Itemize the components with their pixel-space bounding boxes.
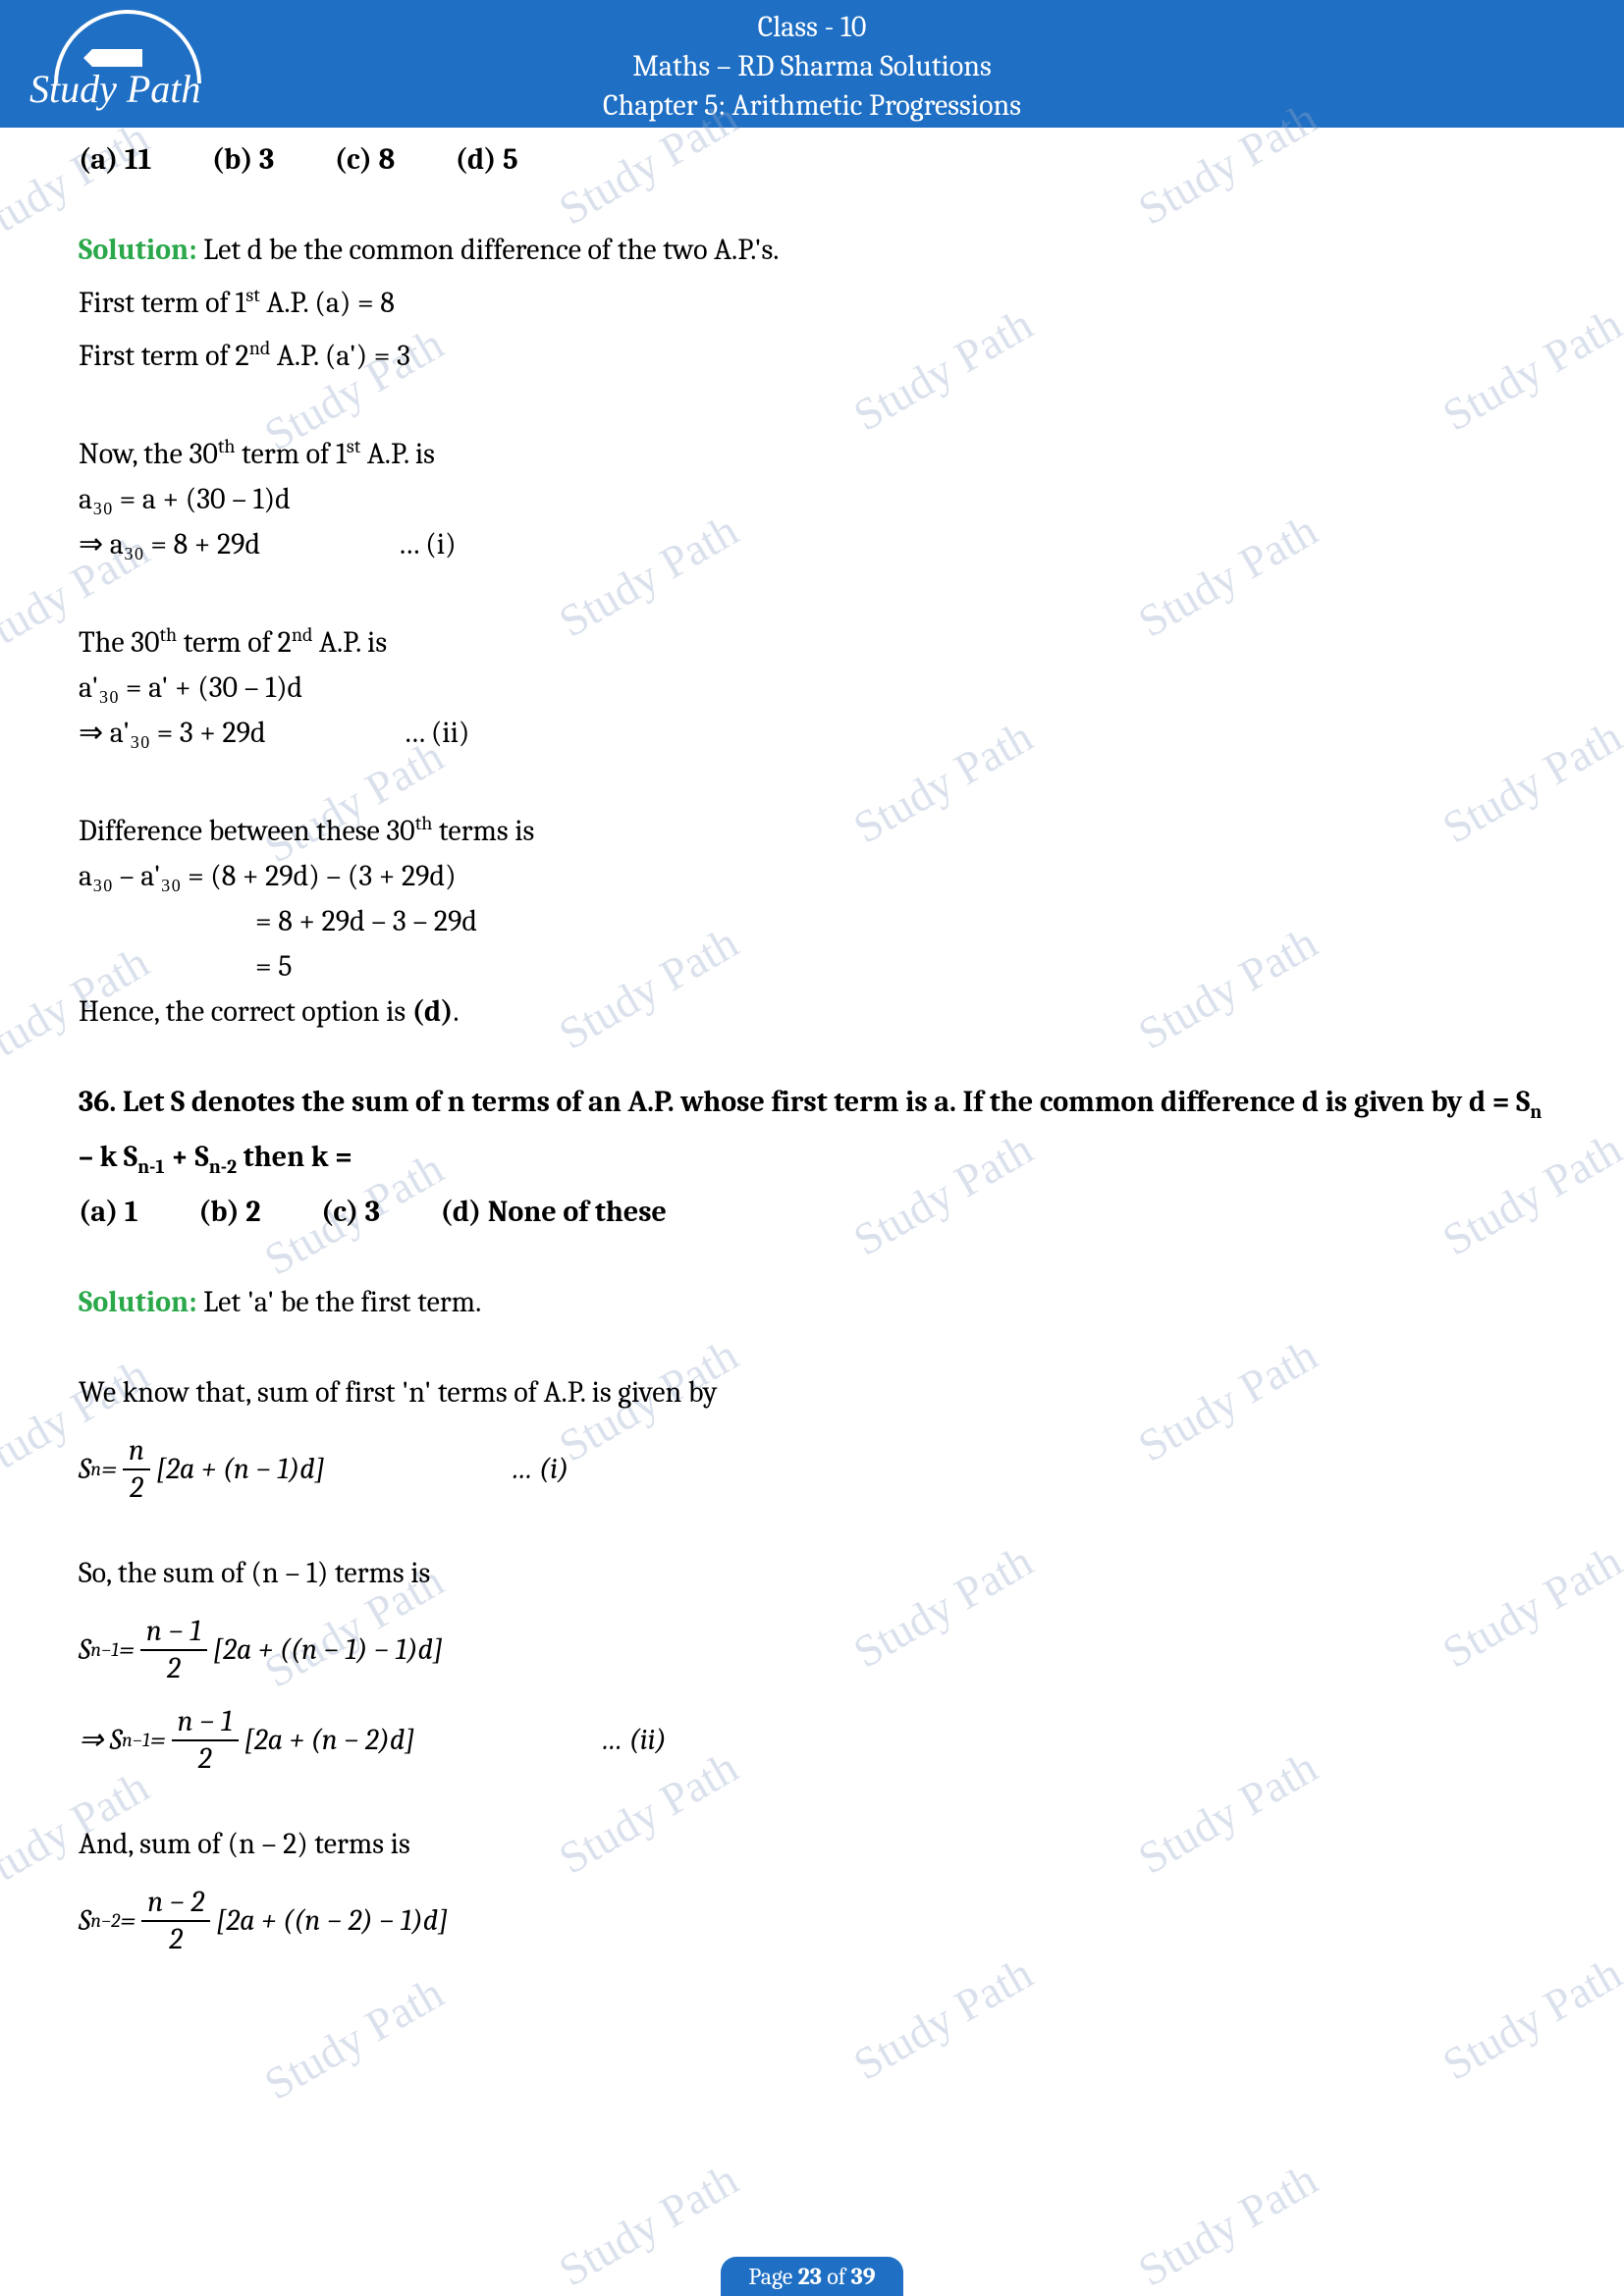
option-c: (c) 8 [335,142,395,177]
text: Hence, the correct option is (d). [79,989,1545,1035]
equation: Sn−1 = n − 12 [2a + ((n − 1) − 1)d] [79,1614,1545,1686]
header-subject: Maths – RD Sharma Solutions [0,47,1624,86]
option-d: (d) 5 [456,142,518,177]
solution-label: Solution: [79,1285,197,1319]
q36-question: 36. Let S denotes the sum of n terms of … [79,1080,1545,1190]
text: First term of 1st A.P. (a) = 8 [79,273,1545,326]
header-chapter: Chapter 5: Arithmetic Progressions [0,86,1624,126]
pen-icon [83,49,142,67]
equation: = 5 [79,944,1545,989]
text: Let d be the common difference of the tw… [197,233,780,267]
equation: ⇒ a₃₀ = 8 + 29d… (i) [79,522,1545,567]
text: So, the sum of (n – 1) terms is [79,1551,1545,1596]
option-d: (d) None of these [441,1195,667,1229]
option-a: (a) 1 [79,1195,138,1229]
page-number: Page 23 of 39 [721,2257,902,2296]
equation: a₃₀ = a + (30 – 1)d [79,477,1545,522]
equation: a₃₀ – a'₃₀ = (8 + 29d) – (3 + 29d) [79,854,1545,899]
logo: Study Path [29,10,226,118]
page-content: (a) 11 (b) 3 (c) 8 (d) 5 Solution: Let d… [0,128,1624,1957]
watermark: Study Path [844,1947,1041,2090]
equation: Sn = n2 [2a + (n − 1)d] … (i) [79,1433,1545,1506]
text: First term of 2nd A.P. (a') = 3 [79,326,1545,379]
text: Let 'a' be the first term. [197,1285,482,1319]
option-c: (c) 3 [321,1195,380,1229]
logo-text: Study Path [29,66,200,112]
page-footer: Page 23 of 39 [0,2257,1624,2296]
page-header: Study Path Class - 10 Maths – RD Sharma … [0,0,1624,128]
text: Difference between these 30th terms is [79,801,1545,854]
equation: a'₃₀ = a' + (30 – 1)d [79,666,1545,711]
option-b: (b) 3 [212,142,274,177]
equation: Sn−2 = n − 22 [2a + ((n − 2) − 1)d] [79,1885,1545,1957]
watermark: Study Path [255,1966,452,2109]
header-class: Class - 10 [0,8,1624,47]
solution-label: Solution: [79,233,197,267]
equation: ⇒ a'₃₀ = 3 + 29d… (ii) [79,711,1545,756]
equation: ⇒ Sn−1 = n − 12 [2a + (n − 2)d] … (ii) [79,1704,1545,1777]
q36-solution: Solution: Let 'a' be the first term. [79,1280,1545,1325]
text: And, sum of (n – 2) terms is [79,1822,1545,1867]
option-a: (a) 11 [79,142,151,177]
text: The 30th term of 2nd A.P. is [79,613,1545,666]
q35-options: (a) 11 (b) 3 (c) 8 (d) 5 [79,137,1545,183]
text: We know that, sum of first 'n' terms of … [79,1370,1545,1415]
option-b: (b) 2 [198,1195,260,1229]
watermark: Study Path [1434,1947,1624,2090]
q35-solution: Solution: Let d be the common difference… [79,228,1545,273]
equation: = 8 + 29d – 3 – 29d [79,899,1545,944]
q36-options: (a) 1 (b) 2 (c) 3 (d) None of these [79,1190,1545,1235]
text: Now, the 30th term of 1st A.P. is [79,424,1545,477]
